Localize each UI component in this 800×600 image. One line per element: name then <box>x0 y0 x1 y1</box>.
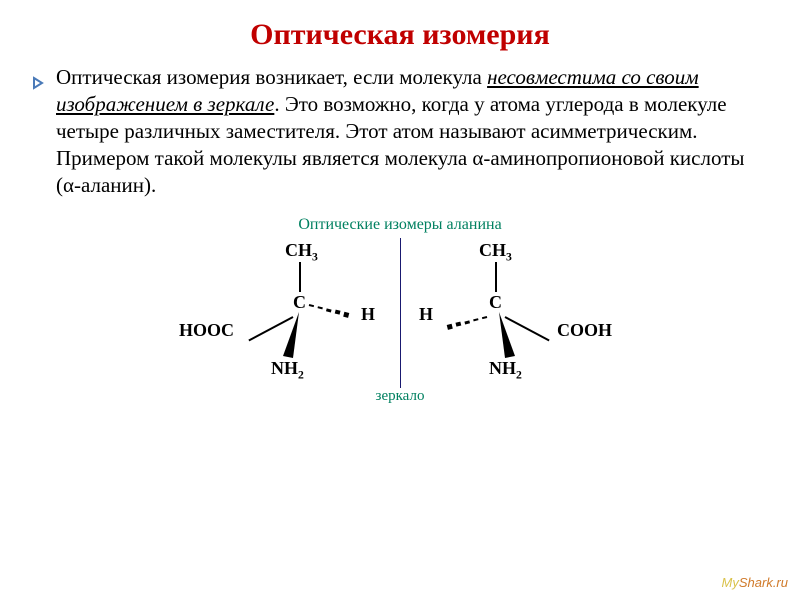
nh2r-sub: 2 <box>516 369 522 382</box>
wm-suffix: Shark.ru <box>739 575 788 590</box>
mirror-line <box>399 238 401 388</box>
bond-c-nh2 <box>283 312 307 365</box>
body-paragraph: Оптическая изомерия возникает, если моле… <box>0 52 800 198</box>
mirror-label-text: зеркало <box>376 388 425 404</box>
para-pre: Оптическая изомерия возникает, если моле… <box>56 65 487 89</box>
atom-cooh-r: COOH <box>557 320 612 341</box>
bond-c-nh2-r <box>491 312 515 365</box>
structures: CH3 C H HOOC NH2 <box>0 238 800 388</box>
caption-text: Оптические изомеры аланина <box>298 216 501 233</box>
nh2-sub: 2 <box>298 369 304 382</box>
atom-ch3: CH3 <box>285 240 318 264</box>
bond-ch3-c-r <box>495 262 497 292</box>
atom-c-r: C <box>489 292 502 313</box>
ch3r-sub: 3 <box>506 251 512 264</box>
ch3-sub: 3 <box>312 251 318 264</box>
wm-prefix: My <box>722 575 739 590</box>
atom-h: H <box>361 304 375 325</box>
atom-ch3-r: CH3 <box>479 240 512 264</box>
atom-c: C <box>293 292 306 313</box>
watermark: MyShark.ru <box>722 575 788 590</box>
title-text: Оптическая изомерия <box>250 18 550 51</box>
diagram: Оптические изомеры аланина CH3 C H <box>0 216 800 405</box>
bond-ch3-c <box>299 262 301 292</box>
mirror-label: зеркало <box>0 388 800 405</box>
diagram-caption: Оптические изомеры аланина <box>0 216 800 234</box>
atom-h-r: H <box>419 304 433 325</box>
bond-c-h <box>309 304 358 318</box>
bullet-icon <box>32 70 46 97</box>
atom-hooc: HOOC <box>179 320 234 341</box>
ch3-text: CH <box>285 240 312 260</box>
molecule-left: CH3 C H HOOC NH2 <box>175 238 395 388</box>
molecule-right: CH3 C H COOH NH2 <box>405 238 625 388</box>
slide-title: Оптическая изомерия <box>0 0 800 52</box>
bond-c-h-r <box>438 316 487 330</box>
ch3r-text: CH <box>479 240 506 260</box>
